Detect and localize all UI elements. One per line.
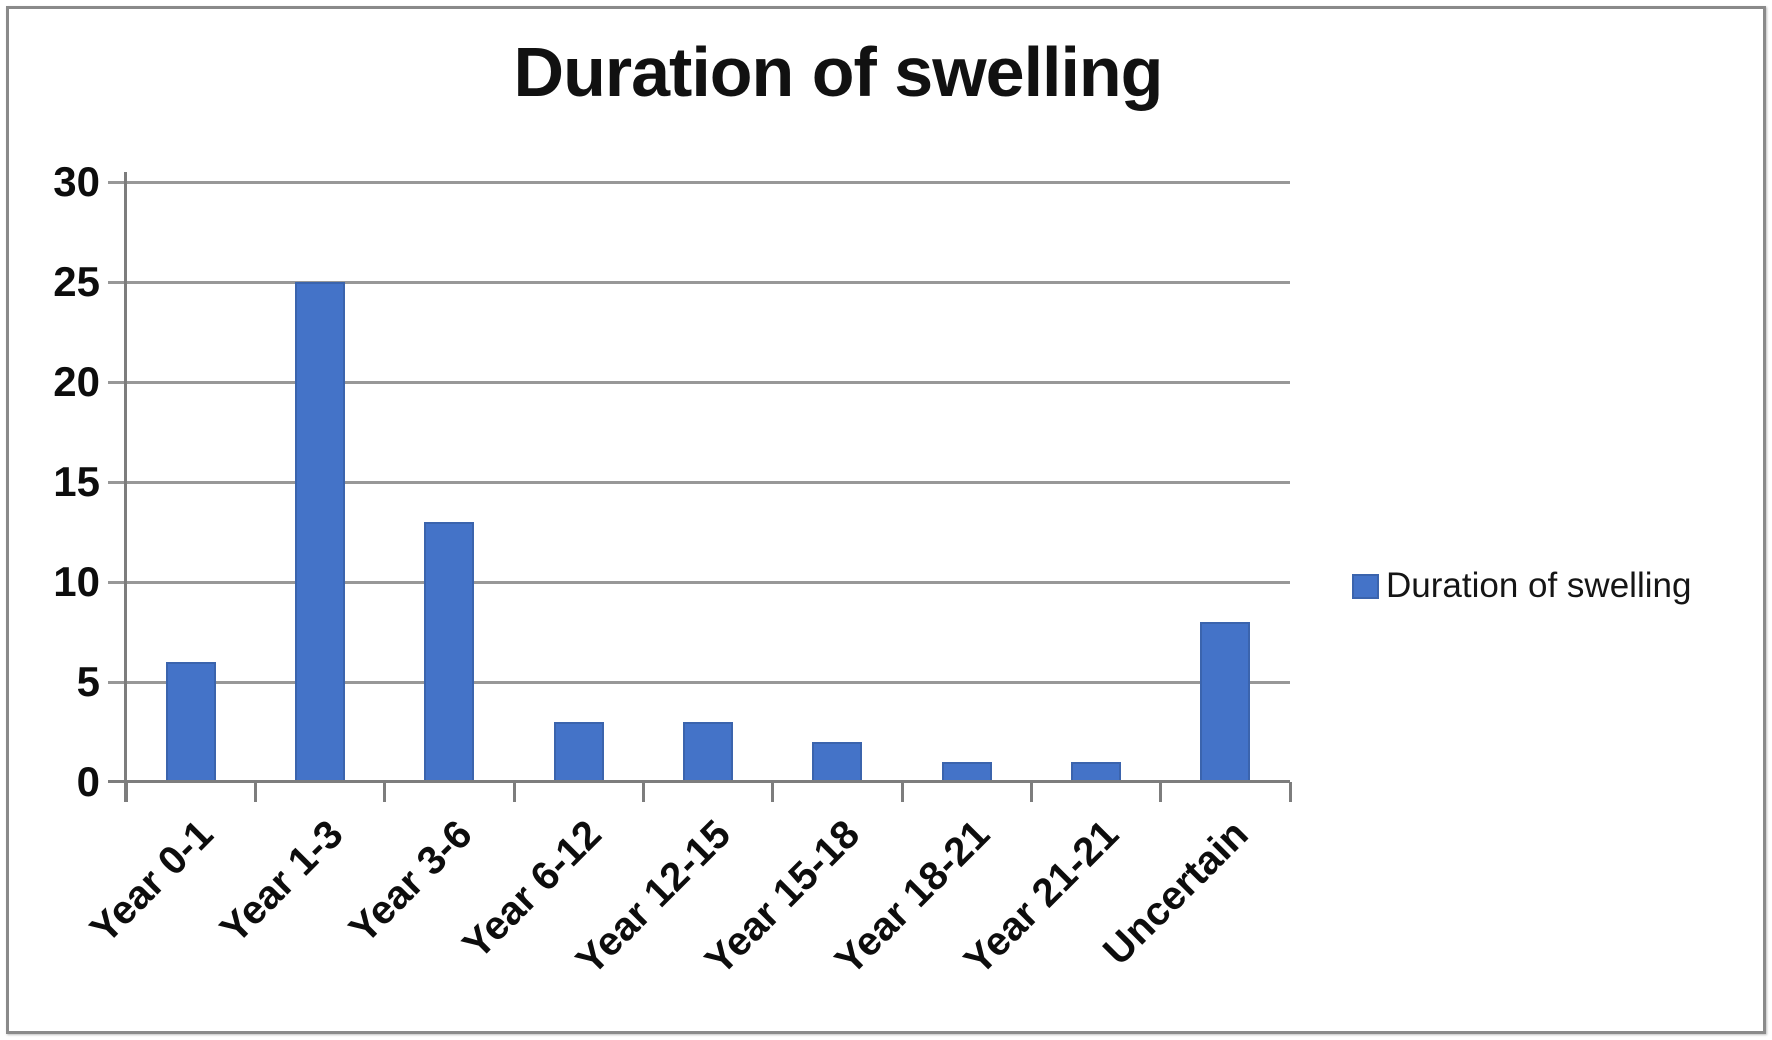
- y-axis-label-0: 0: [76, 758, 100, 805]
- chart-title: Duration of swelling: [513, 33, 1164, 111]
- y-axis-line: [124, 172, 127, 802]
- legend: Duration of swelling: [1352, 566, 1691, 606]
- bar-year-12-15: [683, 722, 733, 782]
- x-axis-tick: [771, 782, 775, 802]
- gridline-10: [108, 581, 1290, 584]
- x-axis-tick: [641, 782, 645, 802]
- chart-outer-frame: [6, 6, 1766, 1034]
- gridline-25: [108, 281, 1290, 284]
- y-axis-label-5: 5: [76, 658, 100, 705]
- gridline-5: [108, 681, 1290, 684]
- y-axis-label-20: 20: [53, 358, 100, 405]
- bar-year-3-6: [424, 522, 475, 782]
- gridline-20: [108, 381, 1290, 384]
- x-axis-tick: [124, 782, 128, 802]
- bar-year-15-18: [812, 742, 863, 782]
- x-axis-tick: [1029, 782, 1033, 802]
- y-axis-label-15: 15: [53, 458, 100, 505]
- x-axis-line: [108, 780, 1290, 783]
- bar-uncertain: [1200, 622, 1251, 782]
- plot-area: [108, 172, 1292, 802]
- x-axis-tick: [512, 782, 516, 802]
- bar-year-1-3: [295, 282, 345, 782]
- x-axis-tick: [900, 782, 904, 802]
- gridline-30: [108, 181, 1290, 184]
- x-axis-tick: [383, 782, 387, 802]
- x-axis-tick: [1159, 782, 1163, 802]
- x-axis-tick: [1288, 782, 1292, 802]
- legend-label: Duration of swelling: [1386, 566, 1692, 605]
- legend-swatch: [1352, 573, 1379, 599]
- bar-year-6-12: [553, 722, 604, 782]
- gridline-15: [108, 481, 1290, 484]
- x-axis-tick: [253, 782, 257, 802]
- y-axis-label-30: 30: [53, 158, 100, 205]
- bar-year-18-21: [941, 762, 992, 782]
- y-axis-label-10: 10: [53, 558, 100, 605]
- y-axis-label-25: 25: [53, 258, 100, 305]
- bar-year-21-21: [1071, 762, 1121, 782]
- bar-year-0-1: [165, 662, 216, 782]
